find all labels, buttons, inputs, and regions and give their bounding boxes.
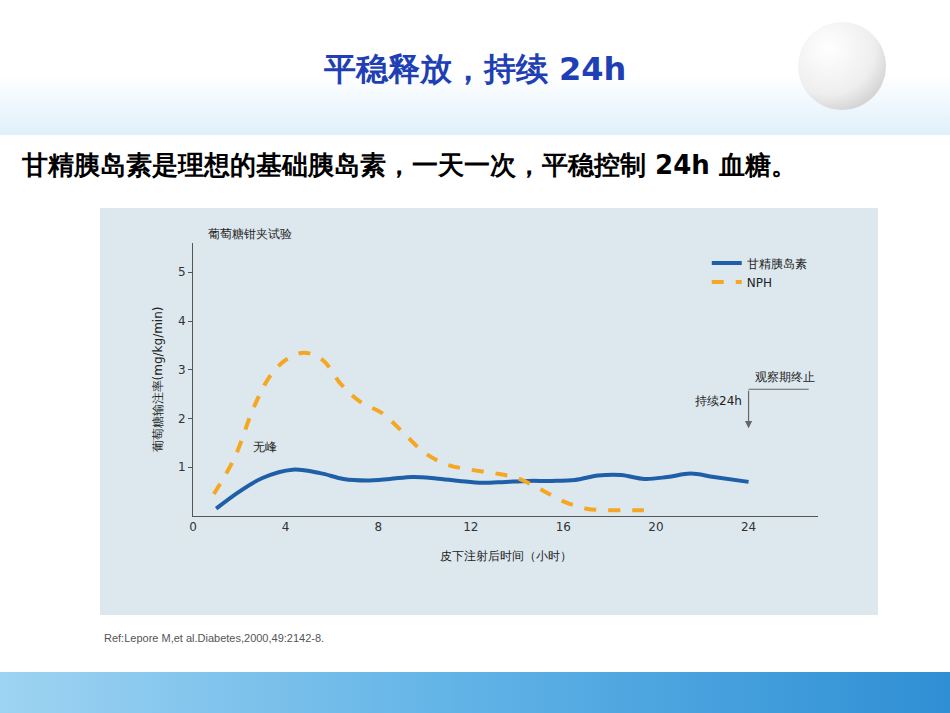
svg-text:5: 5 xyxy=(178,265,186,279)
svg-text:甘精胰岛素: 甘精胰岛素 xyxy=(747,257,807,271)
html-text:甘精胰岛素是理想的基础胰岛素，一天一次，平稳控制 24h 血: 甘精胰岛素是理想的基础胰岛素，一天一次，平稳控制 24h 血糖。 xyxy=(22,150,797,180)
svg-text:3: 3 xyxy=(178,363,186,377)
svg-text:20: 20 xyxy=(648,520,663,534)
svg-text:葡萄糖钳夹试验: 葡萄糖钳夹试验 xyxy=(208,227,292,241)
svg-text:8: 8 xyxy=(374,520,382,534)
svg-text:持续24h: 持续24h xyxy=(695,394,742,408)
svg-text:1: 1 xyxy=(178,460,186,474)
svg-text:皮下注射后时间（小时）: 皮下注射后时间（小时） xyxy=(440,549,572,563)
html-text:平稳释放，持续 24h: 平稳释放，持续 24h xyxy=(323,50,627,88)
svg-text:12: 12 xyxy=(463,520,478,534)
html-text:Ref:Lepore M,et al.Diabetes,20: Ref:Lepore M,et al.Diabetes,2000,49:2142… xyxy=(104,632,325,644)
svg-text:2: 2 xyxy=(178,412,186,426)
svg-text:葡萄糖输注率(mg/kg/min): 葡萄糖输注率(mg/kg/min) xyxy=(151,307,165,453)
svg-text:0: 0 xyxy=(189,520,197,534)
svg-text:观察期终止: 观察期终止 xyxy=(755,370,815,384)
svg-text:4: 4 xyxy=(282,520,290,534)
svg-text:4: 4 xyxy=(178,314,186,328)
svg-text:无峰: 无峰 xyxy=(253,440,277,454)
svg-text:24: 24 xyxy=(741,520,756,534)
svg-text:NPH: NPH xyxy=(747,276,772,290)
svg-text:16: 16 xyxy=(556,520,571,534)
